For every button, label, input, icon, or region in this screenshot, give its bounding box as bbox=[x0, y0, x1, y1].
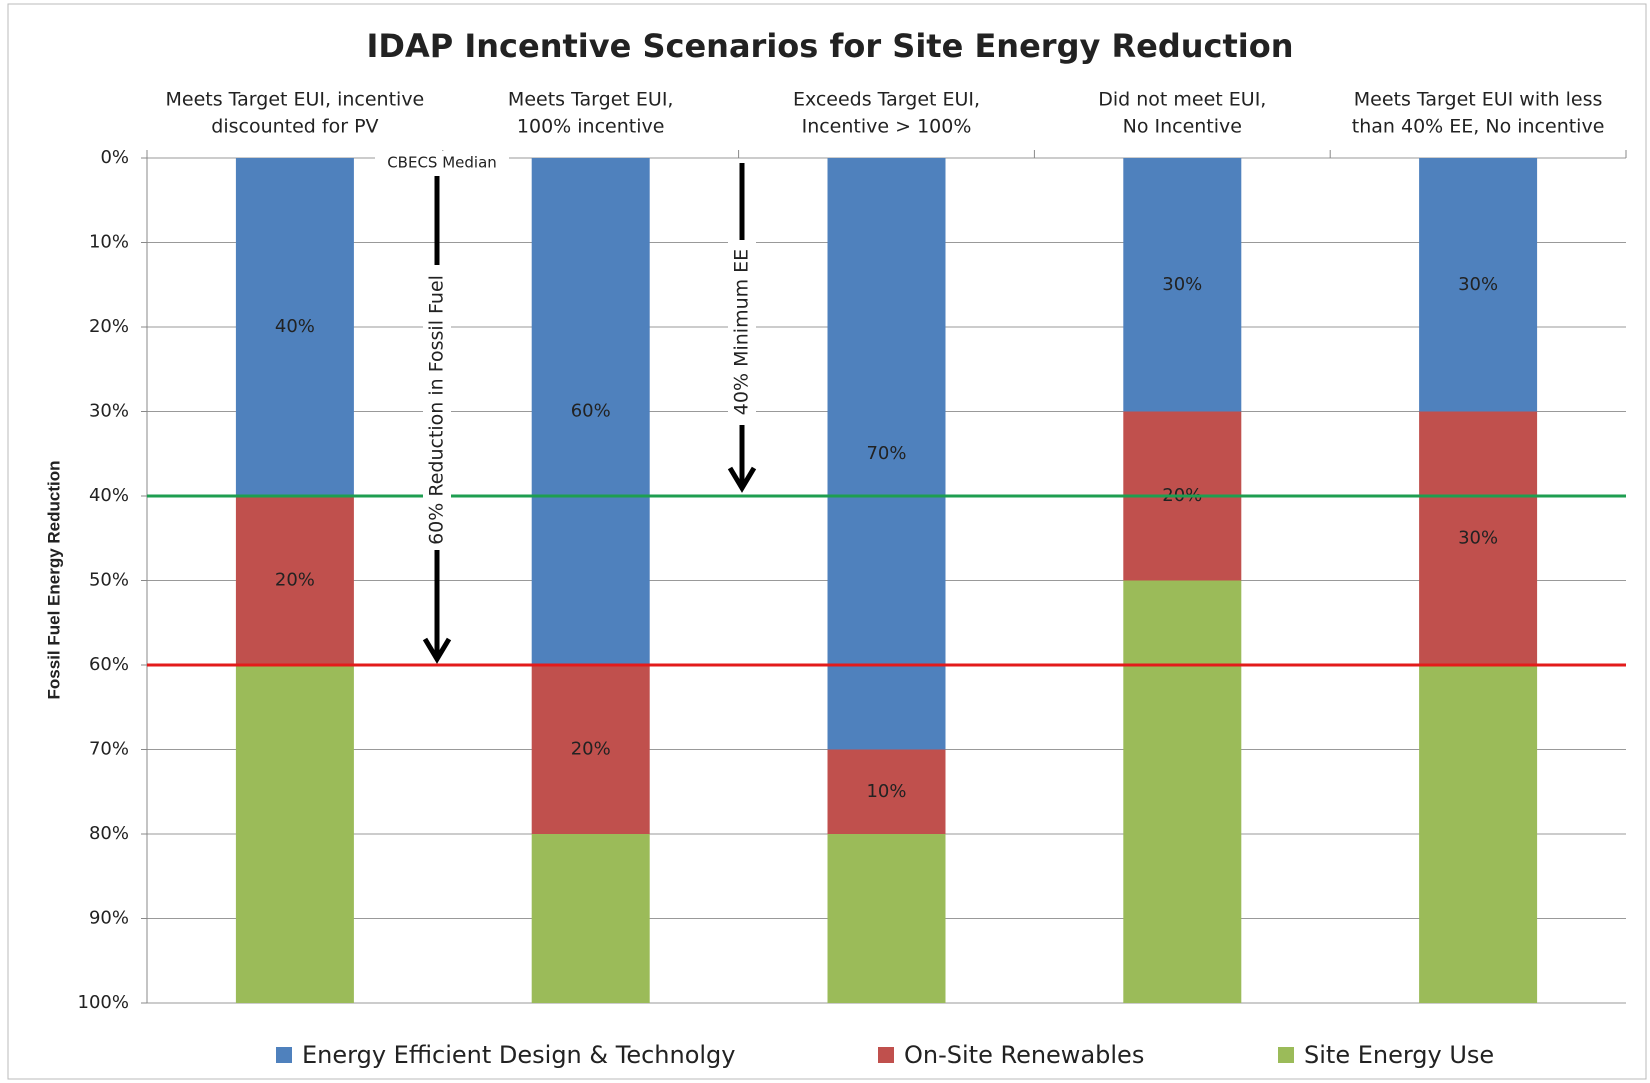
category-label: No Incentive bbox=[1123, 116, 1242, 138]
legend-label: Energy Efficient Design & Technolgy bbox=[302, 1041, 736, 1069]
data-label: 30% bbox=[1162, 274, 1202, 295]
category-label: Meets Target EUI, incentive bbox=[166, 89, 425, 111]
y-tick-label: 70% bbox=[89, 739, 129, 760]
category-label: Did not meet EUI, bbox=[1098, 89, 1266, 111]
legend-swatch bbox=[276, 1047, 292, 1063]
category-label: Meets Target EUI, bbox=[508, 89, 674, 111]
data-label: 70% bbox=[866, 443, 906, 464]
annotation-bg bbox=[728, 240, 756, 425]
category-label: discounted for PV bbox=[211, 116, 378, 138]
bar-segment bbox=[235, 665, 354, 1003]
category-label: 100% incentive bbox=[517, 116, 665, 138]
annotation-bg bbox=[423, 265, 451, 550]
bar-segment bbox=[1419, 411, 1538, 665]
legend-label: On-Site Renewables bbox=[904, 1041, 1144, 1069]
bar-segment bbox=[235, 496, 354, 665]
legend-label: Site Energy Use bbox=[1304, 1041, 1494, 1069]
annotation: CBECS Median bbox=[387, 154, 497, 172]
y-tick-label: 90% bbox=[89, 908, 129, 929]
annotation-bg bbox=[375, 151, 509, 175]
y-tick-label: 100% bbox=[78, 992, 129, 1013]
bar-segment bbox=[1123, 580, 1242, 1003]
category-label: Meets Target EUI with less bbox=[1354, 89, 1603, 111]
annotation: 40% Minimum EE bbox=[731, 249, 753, 415]
y-axis-label: Fossil Fuel Energy Reduction bbox=[44, 461, 63, 700]
data-label: 20% bbox=[571, 739, 611, 760]
arrow-head bbox=[422, 637, 452, 664]
bar-segment bbox=[827, 158, 946, 750]
data-label: 30% bbox=[1458, 274, 1498, 295]
y-tick-label: 0% bbox=[100, 147, 129, 168]
data-label: 40% bbox=[275, 316, 315, 337]
y-tick-label: 80% bbox=[89, 823, 129, 844]
bar-segment bbox=[1419, 665, 1538, 1003]
y-tick-label: 50% bbox=[89, 570, 129, 591]
data-label: 10% bbox=[866, 781, 906, 802]
annotation: 60% Reduction in Fossil Fuel bbox=[426, 275, 448, 545]
arrow-head bbox=[727, 466, 757, 493]
bar-segment bbox=[1123, 158, 1242, 412]
legend-swatch bbox=[1278, 1047, 1294, 1063]
bar-segment bbox=[827, 834, 946, 1003]
y-tick-label: 30% bbox=[89, 401, 129, 422]
legend-swatch bbox=[878, 1047, 894, 1063]
bar-segment bbox=[531, 158, 650, 665]
y-tick-label: 60% bbox=[89, 654, 129, 675]
y-tick-label: 20% bbox=[89, 316, 129, 337]
y-tick-label: 40% bbox=[89, 485, 129, 506]
bar-segment bbox=[235, 158, 354, 496]
data-label: 60% bbox=[571, 401, 611, 422]
bar-segment bbox=[1419, 158, 1538, 412]
data-label: 30% bbox=[1458, 527, 1498, 548]
category-label: than 40% EE, No incentive bbox=[1352, 116, 1605, 138]
category-label: Exceeds Target EUI, bbox=[793, 89, 980, 111]
category-label: Incentive > 100% bbox=[802, 116, 972, 138]
chart-title: IDAP Incentive Scenarios for Site Energy… bbox=[367, 27, 1294, 65]
bar-segment bbox=[827, 749, 946, 834]
bar-segment bbox=[531, 665, 650, 834]
y-tick-label: 10% bbox=[89, 232, 129, 253]
bar-segment bbox=[531, 834, 650, 1003]
data-label: 20% bbox=[275, 570, 315, 591]
